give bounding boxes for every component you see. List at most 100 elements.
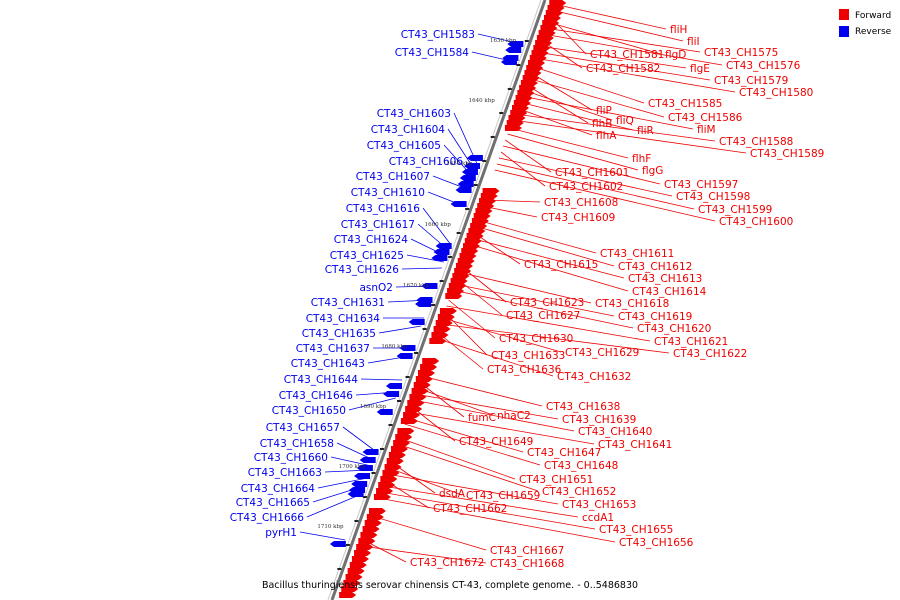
leader-line-forward <box>516 107 593 136</box>
forward-gene-arrow <box>395 434 413 440</box>
gene-label-forward: CT43_CH1585 <box>648 98 722 110</box>
leader-line-reverse <box>477 33 522 45</box>
leader-line-forward <box>529 71 593 111</box>
reverse-gene-arrow <box>385 383 402 389</box>
leader-line-reverse <box>336 442 374 461</box>
gene-label-forward: CT43_CH1575 <box>704 47 778 59</box>
gene-label-reverse: CT43_CH1644 <box>284 374 359 386</box>
forward-gene-arrow <box>450 278 468 284</box>
backbone-marker <box>337 568 342 570</box>
forward-gene-arrow <box>376 488 394 494</box>
gene-label-forward: CT43_CH1612 <box>618 261 692 273</box>
leader-line-forward <box>468 243 629 292</box>
gene-label-forward: CT43_CH1622 <box>673 348 747 360</box>
gene-label-forward: CT43_CH1600 <box>719 216 793 228</box>
gene-label-reverse: CT43_CH1607 <box>356 171 430 183</box>
leader-line-reverse <box>324 469 371 473</box>
forward-gene-arrow <box>356 544 374 550</box>
forward-gene-arrow <box>345 574 363 580</box>
forward-gene-arrow <box>461 248 479 254</box>
scale-tick-label: 1670 kbp <box>403 283 430 289</box>
forward-gene-arrow <box>475 208 493 214</box>
gene-label-forward: CT43_CH1648 <box>544 460 618 472</box>
gene-label-forward: CT43_CH1609 <box>541 212 615 224</box>
reverse-gene-arrow <box>351 481 368 487</box>
forward-gene-arrow <box>482 188 500 194</box>
forward-gene-arrow <box>373 494 391 500</box>
gene-label-forward: CT43_CH1598 <box>676 191 750 203</box>
forward-gene-arrow <box>382 470 400 476</box>
genome-backbone-shadow <box>327 0 542 600</box>
leader-line-forward <box>434 337 554 377</box>
leader-line-forward <box>408 411 595 445</box>
leader-line-forward <box>540 39 583 69</box>
gene-label-forward: CT43_CH1619 <box>618 311 692 323</box>
backbone-marker <box>405 376 410 378</box>
reverse-gene-arrow <box>376 409 393 415</box>
gene-label-forward: flhA <box>596 130 617 142</box>
reverse-gene-arrow <box>500 59 517 65</box>
reverse-gene-arrow <box>347 491 364 497</box>
leader-line-reverse <box>312 485 365 503</box>
forward-gene-arrow <box>445 293 463 299</box>
leader-line-reverse <box>299 531 346 541</box>
genome-backbone <box>330 0 547 600</box>
reverse-gene-arrow <box>455 187 472 193</box>
reverse-gene-arrow <box>431 255 448 261</box>
gene-label-forward: CT43_CH1659 <box>466 490 540 502</box>
forward-gene-arrow <box>457 258 475 264</box>
forward-gene-arrow <box>368 508 386 514</box>
leader-line-forward <box>454 283 615 317</box>
forward-gene-arrow <box>466 233 484 239</box>
gene-label-forward: CT43_CH1576 <box>726 60 801 72</box>
leader-line-forward <box>474 225 615 267</box>
leader-line-forward <box>458 271 592 304</box>
forward-gene-arrow <box>388 452 406 458</box>
leader-line-reverse <box>342 426 377 453</box>
gene-label-forward: CT43_CH1581 <box>590 49 664 61</box>
gene-label-forward: CT43_CH1579 <box>714 75 788 87</box>
forward-gene-arrow <box>435 320 453 326</box>
gene-label-forward: CT43_CH1640 <box>578 426 652 438</box>
forward-gene-arrow <box>522 75 540 81</box>
leader-line-forward <box>483 199 541 203</box>
leader-line-forward <box>470 237 625 279</box>
forward-gene-arrow <box>455 263 473 269</box>
scale-tick-label: 1710 kbp <box>317 524 344 530</box>
gene-label-reverse: CT43_CH1603 <box>377 108 451 120</box>
forward-gene-arrow <box>531 50 549 56</box>
leader-line-forward <box>388 467 463 496</box>
label-leaders <box>299 3 747 564</box>
backbone-marker <box>482 160 487 162</box>
forward-gene-arrow <box>506 120 524 126</box>
scale-tick-label: 1640 kbp <box>469 98 496 104</box>
backbone-marker <box>507 88 512 90</box>
gene-label-forward: CT43_CH1627 <box>506 310 580 322</box>
map-caption: Bacillus thuringiensis serovar chinensis… <box>262 580 638 591</box>
gene-label-forward: fliR <box>637 125 654 137</box>
gene-label-forward: ccdA1 <box>582 512 614 524</box>
gene-label-forward: fliQ <box>616 115 634 127</box>
forward-gene-arrow <box>527 60 545 66</box>
gene-label-reverse: CT43_CH1583 <box>401 29 475 41</box>
leader-line-forward <box>443 311 488 356</box>
forward-gene-arrow <box>397 428 415 434</box>
gene-label-forward: CT43_CH1623 <box>510 297 584 309</box>
gene-label-forward: CT43_CH1656 <box>619 537 694 549</box>
forward-gene-arrow <box>459 253 477 259</box>
forward-gene-arrow <box>429 338 447 344</box>
gene-label-reverse: CT43_CH1617 <box>341 219 415 231</box>
gene-label-reverse: CT43_CH1634 <box>306 313 381 325</box>
gene-label-forward: CT43_CH1601 <box>555 167 629 179</box>
scale-ticks: 1630 kbp 1640 kbp 1650 kbp 1660 kbp 1670 kbp… <box>317 38 516 530</box>
scale-tick-label: 1630 kbp <box>490 38 517 44</box>
leader-line-forward <box>421 375 543 407</box>
leader-line-forward <box>436 331 484 370</box>
gene-label-forward: CT43_CH1668 <box>490 558 564 570</box>
gene-label-forward: CT43_CH1608 <box>544 197 618 209</box>
leader-line-forward <box>496 163 695 210</box>
gene-label-forward: flhF <box>632 153 651 165</box>
leader-line-reverse <box>453 112 479 167</box>
forward-gene-arrow <box>470 223 488 229</box>
